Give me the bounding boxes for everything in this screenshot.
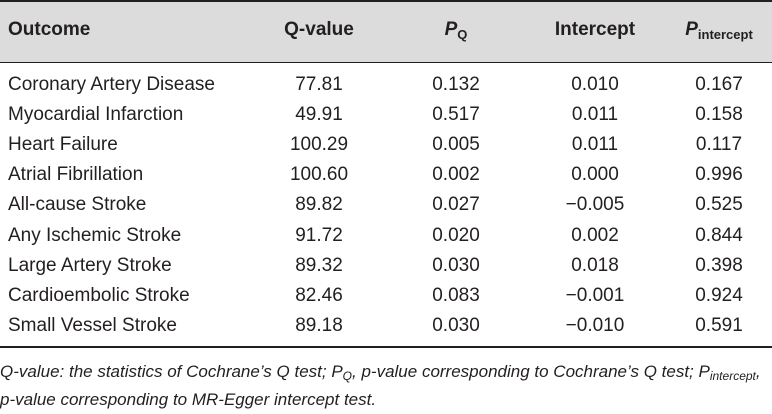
header-p-int-main: P	[685, 19, 698, 40]
cell-intercept: −0.005	[565, 194, 625, 216]
cell-intercept: 0.002	[571, 224, 619, 246]
cell-p-intercept: 0.158	[695, 104, 743, 126]
header-rule	[0, 62, 772, 63]
header-p-int-sub: intercept	[697, 27, 753, 42]
header-band	[0, 0, 772, 63]
cell-intercept: 0.011	[571, 134, 619, 156]
cell-p-q: 0.030	[432, 254, 480, 276]
header-p-q-main: P	[444, 19, 458, 40]
header-intercept: Intercept	[554, 19, 636, 40]
cell-outcome: Myocardial Infarction	[8, 104, 184, 126]
cell-outcome: Cardioembolic Stroke	[8, 284, 190, 306]
cell-outcome: All-cause Stroke	[8, 194, 147, 216]
cell-q-value: 49.91	[295, 104, 343, 126]
cell-intercept: 0.011	[571, 104, 619, 126]
footnote-sub1: Q	[342, 369, 353, 383]
cell-p-q: 0.083	[432, 284, 480, 306]
header-p-intercept: Pintercept	[664, 18, 772, 47]
table-footnote: Q-value: the statistics of Cochrane’s Q …	[0, 360, 772, 411]
cell-intercept: −0.010	[565, 314, 625, 336]
cell-p-intercept: 0.117	[695, 134, 743, 156]
cell-p-q: 0.027	[432, 194, 480, 216]
cell-p-intercept: 0.924	[695, 284, 743, 306]
cell-p-intercept: 0.525	[695, 194, 743, 216]
cell-outcome: Large Artery Stroke	[8, 254, 172, 276]
cell-q-value: 77.81	[295, 74, 343, 95]
footnote-sub2: intercept	[709, 369, 756, 383]
cell-intercept: 0.010	[571, 74, 619, 95]
cell-p-intercept: 0.844	[695, 224, 743, 246]
cell-q-value: 89.18	[295, 314, 343, 336]
cell-p-q: 0.517	[432, 104, 480, 126]
footnote-part3: , p-value corresponding to MR-Egger inte…	[0, 362, 761, 409]
header-q-value: Q-value	[284, 19, 354, 40]
cell-q-value: 100.60	[289, 164, 349, 186]
cell-p-intercept: 0.591	[695, 314, 743, 336]
header-p-q: PQ	[406, 18, 506, 47]
cell-p-q: 0.020	[432, 224, 480, 246]
cell-p-intercept: 0.996	[695, 164, 743, 186]
cell-p-q: 0.132	[432, 74, 480, 95]
cell-p-q: 0.030	[432, 314, 480, 336]
bottom-rule	[0, 346, 772, 348]
cell-outcome: Small Vessel Stroke	[8, 314, 177, 336]
cell-outcome: Any Ischemic Stroke	[8, 224, 182, 246]
header-p-q-sub: Q	[457, 27, 468, 42]
cell-p-intercept: 0.167	[695, 74, 743, 95]
cell-q-value: 100.29	[289, 134, 349, 156]
cell-intercept: −0.001	[565, 284, 625, 306]
cell-outcome: Atrial Fibrillation	[8, 164, 144, 186]
footnote-part1: Q-value: the statistics of Cochrane’s Q …	[0, 362, 343, 381]
top-rule	[0, 0, 772, 2]
cell-p-intercept: 0.398	[695, 254, 743, 276]
footnote-part2: , p-value corresponding to Cochrane’s Q …	[352, 362, 710, 381]
cell-q-value: 89.82	[295, 194, 343, 216]
cell-q-value: 89.32	[295, 254, 343, 276]
cell-intercept: 0.000	[571, 164, 619, 186]
cell-outcome: Heart Failure	[8, 134, 118, 156]
cell-q-value: 91.72	[295, 224, 343, 246]
header-outcome: Outcome	[8, 19, 91, 40]
cell-outcome: Coronary Artery Disease	[8, 74, 215, 95]
cell-q-value: 82.46	[295, 284, 343, 306]
cell-intercept: 0.018	[571, 254, 619, 276]
cell-p-q: 0.005	[432, 134, 480, 156]
cell-p-q: 0.002	[432, 164, 480, 186]
